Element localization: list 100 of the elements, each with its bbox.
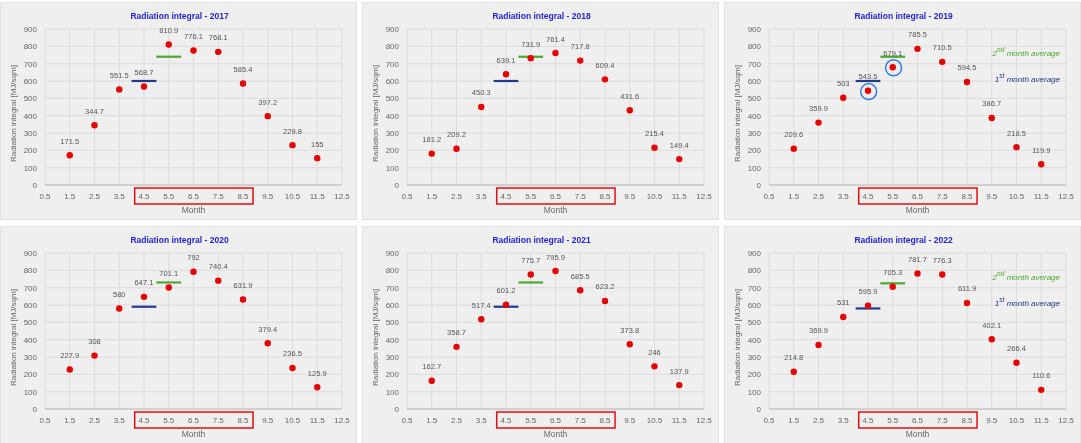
x-tick-label: 7.5 xyxy=(574,415,587,425)
x-tick-label: 11.5 xyxy=(671,191,688,201)
y-tick-label: 400 xyxy=(385,335,400,345)
point xyxy=(577,286,584,294)
x-axis-title: Month xyxy=(543,205,568,215)
x-tick-label: 7.5 xyxy=(212,415,225,425)
y-tick-label: 900 xyxy=(385,248,400,258)
x-tick-label: 0.5 xyxy=(401,415,414,425)
y-tick-label: 400 xyxy=(747,335,762,345)
x-tick-label: 5.5 xyxy=(887,415,899,425)
y-tick-label: 200 xyxy=(385,146,400,156)
y-tick-label: 700 xyxy=(747,59,762,69)
x-tick-label: 8.5 xyxy=(237,415,250,425)
y-tick-label: 500 xyxy=(23,94,38,104)
point xyxy=(264,112,271,120)
point xyxy=(502,301,510,308)
point xyxy=(790,145,797,152)
point xyxy=(939,58,946,66)
x-tick-label: 2.5 xyxy=(812,415,825,425)
point xyxy=(914,45,921,53)
x-tick-label: 1.5 xyxy=(64,415,76,425)
y-tick-label: 0 xyxy=(32,180,38,190)
y-tick-label: 500 xyxy=(385,318,400,328)
x-tick-label: 8.5 xyxy=(599,191,612,201)
x-tick-label: 1.5 xyxy=(64,191,76,201)
y-tick-label: 500 xyxy=(385,94,400,104)
x-tick-label: 11.5 xyxy=(1033,191,1050,201)
y-tick-label: 200 xyxy=(385,370,400,380)
point xyxy=(314,383,321,391)
point xyxy=(239,80,247,87)
x-tick-label: 0.5 xyxy=(39,415,52,425)
x-tick-label: 3.5 xyxy=(837,191,850,201)
y-tick-label: 900 xyxy=(23,248,38,258)
point xyxy=(988,114,995,122)
x-tick-label: 4.5 xyxy=(138,415,151,425)
point xyxy=(91,122,98,129)
point xyxy=(1013,359,1020,367)
y-tick-label: 600 xyxy=(23,76,38,86)
x-tick-label: 9.5 xyxy=(624,415,636,425)
chart-title: Radiation integral - 2020 xyxy=(129,235,230,245)
point xyxy=(116,305,123,312)
chart-title: Radiation integral - 2022 xyxy=(853,235,954,245)
x-tick-label: 10.5 xyxy=(284,415,301,425)
y-axis-title: Radiation integral [MJ/sqm] xyxy=(8,289,18,386)
y-tick-label: 0 xyxy=(756,404,762,414)
y-tick-label: 400 xyxy=(747,111,762,121)
y-tick-label: 600 xyxy=(747,300,762,310)
x-tick-label: 6.5 xyxy=(549,415,562,425)
y-tick-label: 300 xyxy=(23,128,38,138)
y-tick-label: 0 xyxy=(394,180,400,190)
chart-title: Radiation integral - 2017 xyxy=(129,11,230,21)
x-tick-label: 8.5 xyxy=(961,191,974,201)
y-tick-label: 100 xyxy=(23,163,38,173)
y-tick-label: 700 xyxy=(23,59,38,69)
x-tick-label: 2.5 xyxy=(812,191,825,201)
point xyxy=(552,49,559,57)
x-axis-title: Month xyxy=(905,205,930,215)
point xyxy=(453,145,460,152)
y-tick-label: 500 xyxy=(747,94,762,104)
point xyxy=(790,368,797,375)
y-axis-title: Radiation integral [MJ/sqm] xyxy=(8,65,18,162)
point xyxy=(527,271,534,278)
x-tick-label: 12.5 xyxy=(334,191,351,201)
y-axis-title: Radiation integral [MJ/sqm] xyxy=(370,289,380,386)
y-tick-label: 800 xyxy=(23,266,38,276)
y-axis-title: Radiation integral [MJ/sqm] xyxy=(732,289,742,386)
x-tick-label: 1.5 xyxy=(426,191,438,201)
y-tick-label: 100 xyxy=(23,387,38,397)
point xyxy=(626,341,633,348)
point xyxy=(840,94,847,102)
x-tick-label: 3.5 xyxy=(837,415,850,425)
x-tick-label: 5.5 xyxy=(525,415,537,425)
x-tick-label: 6.5 xyxy=(187,415,200,425)
y-tick-label: 300 xyxy=(385,352,400,362)
point xyxy=(314,154,321,162)
point xyxy=(601,297,609,305)
point xyxy=(428,150,435,157)
y-tick-label: 300 xyxy=(23,352,38,362)
point xyxy=(91,352,98,359)
x-tick-label: 8.5 xyxy=(237,191,250,201)
x-tick-label: 2.5 xyxy=(88,191,101,201)
x-tick-label: 12.5 xyxy=(1058,191,1075,201)
point xyxy=(840,313,847,321)
x-tick-label: 7.5 xyxy=(574,191,587,201)
x-tick-label: 5.5 xyxy=(525,191,537,201)
x-tick-label: 6.5 xyxy=(911,191,924,201)
point xyxy=(478,103,485,111)
point xyxy=(289,364,296,372)
y-tick-label: 900 xyxy=(385,24,400,34)
x-tick-label: 0.5 xyxy=(401,191,414,201)
point xyxy=(963,299,971,307)
point xyxy=(676,155,683,163)
y-axis-title: Radiation integral [MJ/sqm] xyxy=(370,65,380,162)
x-tick-label: 12.5 xyxy=(696,191,713,201)
point xyxy=(988,336,995,343)
point xyxy=(626,106,633,114)
point xyxy=(478,316,485,323)
text: 1$^{st}$ month average xyxy=(993,294,1060,310)
x-tick-label: 2.5 xyxy=(450,415,463,425)
x-tick-label: 5.5 xyxy=(163,191,175,201)
